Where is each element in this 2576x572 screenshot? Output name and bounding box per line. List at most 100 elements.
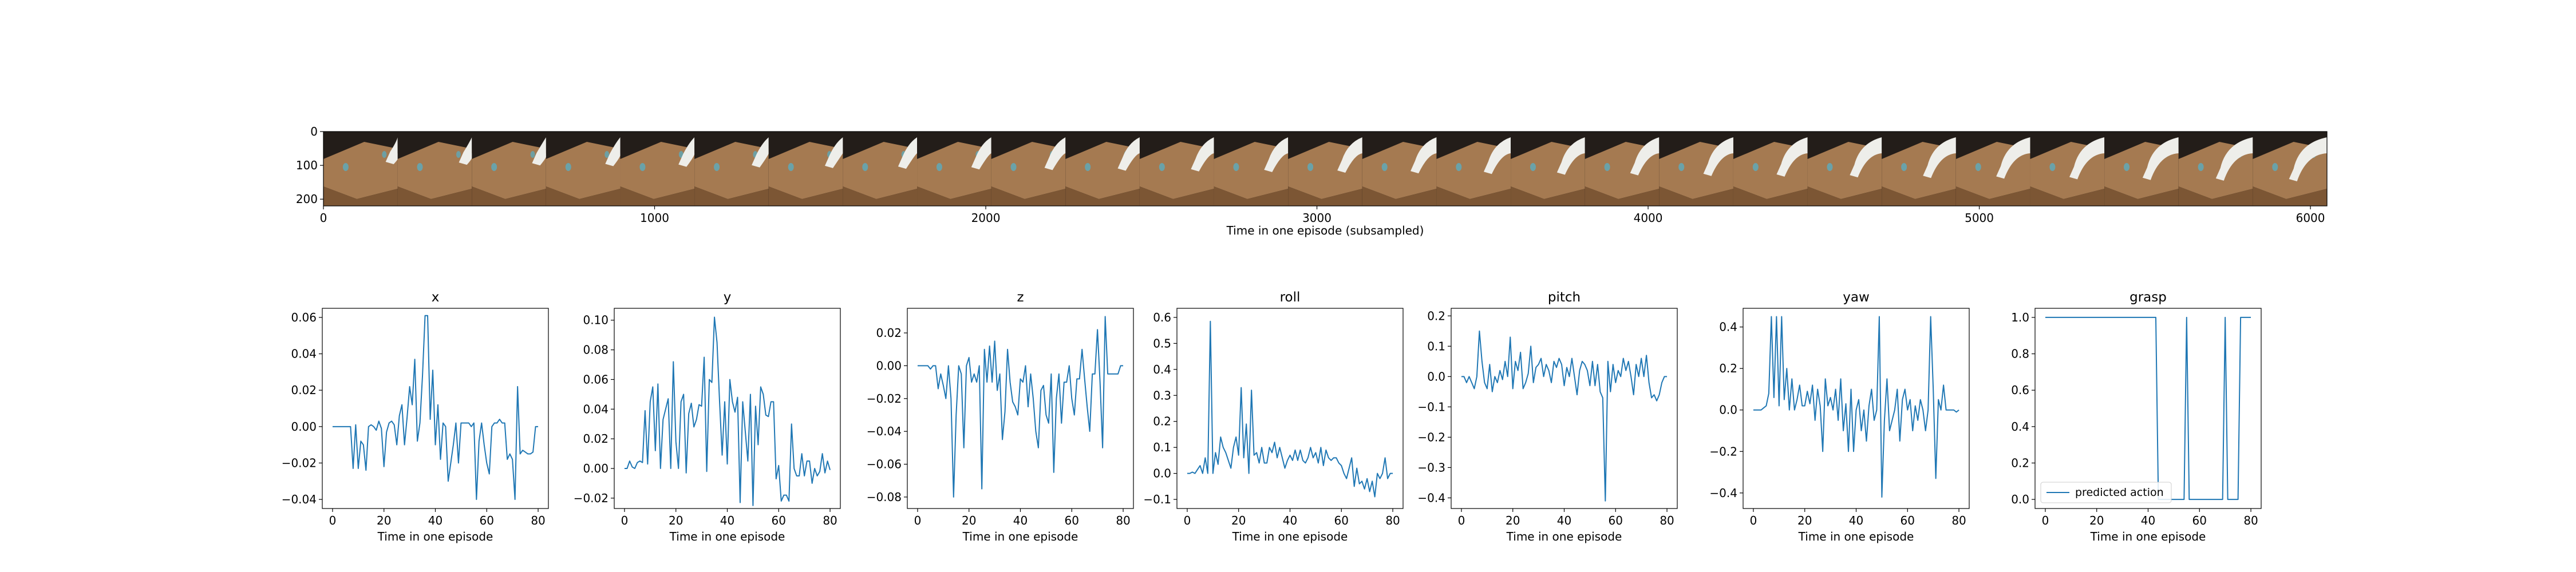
y-tick-label: 0.5	[1153, 336, 1171, 350]
episode-frame	[397, 132, 473, 206]
x-tick-label: 20	[2089, 514, 2104, 527]
y-tick-label: −0.04	[282, 492, 317, 506]
episode-frame	[1882, 132, 1957, 206]
series-line-pitch	[1461, 330, 1668, 502]
x-axis-label: Time in one episode	[1506, 530, 1622, 543]
episode-frame	[2104, 132, 2179, 206]
episode-frame	[1585, 132, 1660, 206]
episode-frame	[2030, 132, 2105, 206]
x-tick-label: 0	[1458, 514, 1465, 527]
x-tick-label: 20	[1231, 514, 1246, 527]
episode-frame	[991, 132, 1066, 206]
panel-title: y	[724, 290, 732, 305]
y-tick-label: 0.02	[583, 432, 609, 446]
x-tick-label: 60	[2192, 514, 2207, 527]
action-panels: 0 20 40 60 80−0.04−0.020.000.020.040.06xTime…	[282, 290, 2262, 543]
y-tick-label: 0.4	[1719, 320, 1737, 334]
filmstrip-y-ticks: 0 100 200	[296, 125, 323, 206]
y-tick-label: 0.8	[2011, 347, 2029, 361]
filmstrip-x-tick-label: 2000	[971, 211, 1001, 225]
y-tick-label: 0.02	[876, 326, 902, 340]
legend-label: predicted action	[2075, 486, 2164, 499]
x-tick-label: 80	[1385, 514, 1400, 527]
episode-frame	[323, 132, 400, 206]
panel-title: grasp	[2129, 290, 2167, 305]
episode-frame	[2178, 132, 2253, 206]
x-tick-label: 60	[772, 514, 786, 527]
x-tick-label: 40	[720, 514, 734, 527]
x-axis-label: Time in one episode	[377, 530, 493, 543]
x-axis-label: Time in one episode	[669, 530, 785, 543]
panel-frame-z	[907, 308, 1134, 509]
x-axis-label: Time in one episode	[1798, 530, 1914, 543]
episode-frame	[843, 132, 918, 206]
y-tick-label: −0.2	[1417, 430, 1445, 444]
filmstrip-x-tick-label: 0	[320, 211, 327, 225]
panel-z: 0 20 40 60 80 −0.08 −0.06 −0.04 −0.02 0.00 0.02 z Ti…	[867, 290, 1134, 543]
y-tick-label: 0.04	[583, 402, 609, 416]
x-axis-label: Time in one episode	[2090, 530, 2206, 543]
x-tick-label: 20	[669, 514, 683, 527]
x-tick-label: 80	[2243, 514, 2258, 527]
y-tick-label: 0.0	[1427, 370, 1445, 383]
filmstrip-frames	[323, 132, 2327, 206]
x-tick-label: 40	[428, 514, 442, 527]
panel-frame-pitch	[1451, 308, 1678, 509]
episode-frame	[546, 132, 621, 206]
y-tick-label: −0.02	[574, 491, 609, 505]
x-tick-label: 20	[1506, 514, 1520, 527]
x-tick-label: 0	[1750, 514, 1757, 527]
series-line-yaw	[1753, 316, 1959, 498]
x-tick-label: 0	[329, 514, 337, 527]
y-tick-label: 0.2	[1153, 415, 1171, 428]
episode-frame	[2253, 132, 2327, 206]
y-tick-label: 0.00	[291, 420, 317, 434]
filmstrip-frame-border	[323, 131, 2328, 206]
x-tick-label: 80	[1951, 514, 1966, 527]
y-tick-label: 0.4	[2011, 420, 2029, 434]
y-tick-label: 0.06	[291, 311, 317, 324]
filmstrip-y-tick-label: 0	[310, 125, 318, 138]
y-tick-label: 0.6	[1153, 311, 1171, 324]
series-line-roll	[1187, 320, 1393, 498]
episode-frame	[1955, 132, 2030, 206]
filmstrip-panel: 0 1000 2000 3000 4000 5000 6000 0 100 200 Time i…	[296, 125, 2328, 237]
y-tick-label: 0.1	[1153, 440, 1171, 454]
episode-frame	[694, 132, 769, 206]
episode-frame	[917, 132, 992, 206]
episode-frame	[1065, 132, 1140, 206]
panel-title: pitch	[1548, 290, 1581, 305]
y-tick-label: 0.10	[583, 313, 609, 327]
episode-frame	[1288, 132, 1363, 206]
filmstrip-x-tick-label: 5000	[1965, 211, 1994, 225]
x-axis-label: Time in one episode	[962, 530, 1078, 543]
x-tick-label: 80	[531, 514, 545, 527]
x-tick-label: 20	[962, 514, 976, 527]
panel-pitch: 0 20 40 60 80 −0.4 −0.3 −0.2 −0.1 0.0 0.1 0.2 pitch T…	[1417, 290, 1678, 543]
x-tick-label: 20	[1797, 514, 1812, 527]
y-tick-label: 0.2	[2011, 456, 2029, 470]
y-tick-label: −0.04	[867, 424, 902, 438]
x-tick-label: 0	[621, 514, 629, 527]
y-tick-label: −0.4	[1709, 486, 1737, 500]
series-line-x	[332, 315, 539, 500]
x-tick-label: 60	[480, 514, 494, 527]
y-tick-label: 1.0	[2011, 311, 2029, 324]
panel-title: z	[1017, 290, 1024, 305]
filmstrip-x-tick-label: 1000	[640, 211, 669, 225]
episode-frame	[620, 132, 695, 206]
x-tick-label: 0	[2042, 514, 2049, 527]
x-tick-label: 0	[1184, 514, 1191, 527]
y-tick-label: −0.02	[867, 392, 902, 406]
panel-frame-y	[614, 308, 841, 509]
x-tick-label: 0	[914, 514, 922, 527]
filmstrip-x-axis-label: Time in one episode (subsampled)	[1226, 224, 1424, 237]
y-tick-label: 0.0	[1153, 467, 1171, 480]
y-tick-label: 0.0	[2011, 492, 2029, 506]
y-tick-label: 0.2	[1427, 309, 1445, 323]
y-tick-label: −0.1	[1143, 492, 1171, 506]
panel-grasp: 0 20 40 60 80 0.0 0.2 0.4 0.6 0.8 1.0 grasp Time in …	[2011, 290, 2262, 543]
panel-frame-x	[322, 308, 549, 509]
y-tick-label: 0.04	[291, 347, 317, 361]
